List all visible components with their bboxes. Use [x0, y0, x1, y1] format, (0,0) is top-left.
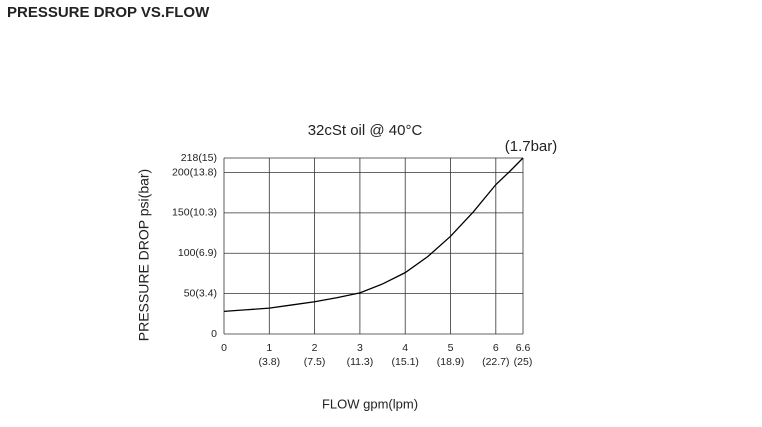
annotation: (1.7bar)	[505, 138, 558, 155]
x-tick-sublabel: (15.1)	[391, 356, 418, 368]
x-tick-sublabel: (22.7)	[482, 356, 509, 368]
data-line	[223, 157, 524, 313]
x-tick-sublabel: (7.5)	[304, 356, 326, 368]
x-tick-label: 1	[266, 342, 272, 354]
y-tick-label: 0	[211, 328, 217, 340]
x-tick-label: 2	[312, 342, 318, 354]
x-tick-label: 0	[221, 342, 227, 354]
chart-title: 32cSt oil @ 40°C	[308, 122, 423, 139]
x-tick-label: 4	[402, 342, 408, 354]
x-tick-label: 3	[357, 342, 363, 354]
x-tick-label: 5	[448, 342, 454, 354]
x-tick-label: 6.6	[516, 342, 531, 354]
x-axis-label: FLOW gpm(lpm)	[322, 396, 418, 411]
y-axis-label: PRESSURE DROP psi(bar)	[136, 169, 152, 341]
x-tick-sublabel: (18.9)	[437, 356, 464, 368]
x-tick-sublabel: (25)	[514, 356, 533, 368]
x-tick-sublabel: (3.8)	[259, 356, 281, 368]
x-tick-label: 6	[493, 342, 499, 354]
y-tick-label: 200(13.8)	[172, 166, 217, 178]
page-heading: PRESSURE DROP VS.FLOW	[7, 4, 210, 21]
y-tick-label: 100(6.9)	[178, 247, 217, 259]
y-tick-label: 150(10.3)	[172, 207, 217, 219]
x-tick-sublabel: (11.3)	[347, 356, 374, 368]
y-tick-label: 50(3.4)	[184, 287, 217, 299]
y-tick-label: 218(15)	[181, 152, 217, 164]
